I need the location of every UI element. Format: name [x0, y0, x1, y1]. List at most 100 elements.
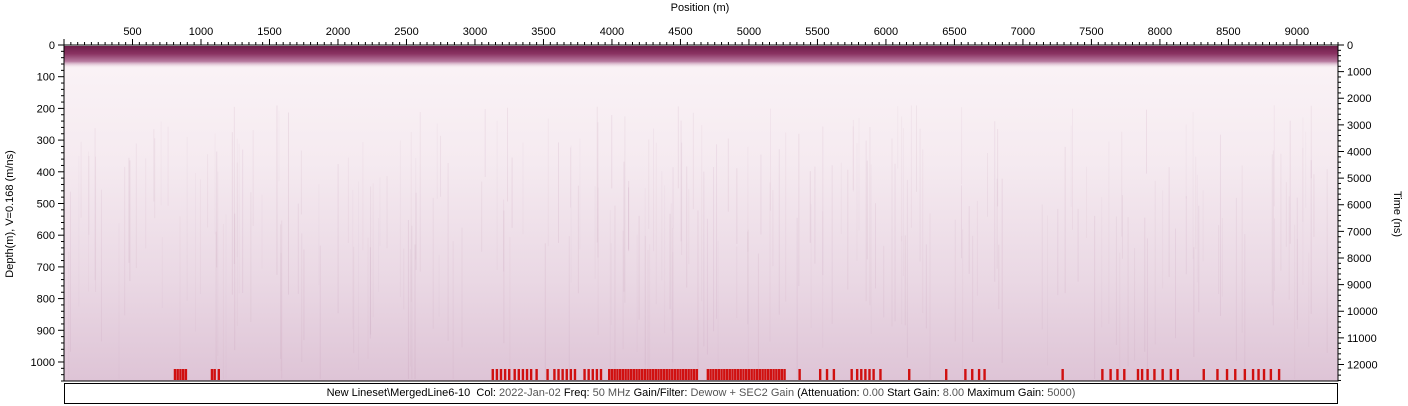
marker-tick — [1202, 369, 1205, 380]
marker-tick — [569, 369, 573, 380]
marker-tick — [643, 369, 647, 380]
marker-row — [173, 369, 1281, 380]
x-tick-label: 7500 — [1079, 26, 1103, 38]
marker-tick — [638, 369, 641, 380]
marker-tick — [635, 369, 638, 380]
marker-tick — [1176, 369, 1179, 380]
marker-tick — [728, 369, 731, 380]
marker-tick — [1269, 369, 1273, 380]
marker-tick — [616, 369, 619, 380]
time-tick-label: 9000 — [1347, 280, 1371, 292]
depth-tick-label: 900 — [37, 325, 55, 337]
marker-tick — [1101, 369, 1104, 380]
marker-tick — [608, 369, 611, 380]
time-tick-label: 11000 — [1347, 333, 1377, 345]
marker-tick — [684, 369, 688, 380]
marker-tick — [825, 369, 829, 380]
marker-tick — [640, 369, 644, 380]
start-gain-label: Start Gain: — [887, 387, 940, 399]
marker-tick — [714, 369, 718, 380]
marker-tick — [1146, 369, 1149, 380]
x-tick-label: 9000 — [1285, 26, 1309, 38]
marker-tick — [868, 369, 871, 380]
line-name: New Lineset\MergedLine6-10 — [326, 387, 471, 399]
marker-tick — [517, 369, 521, 380]
plot-background — [64, 45, 1338, 381]
x-tick-label: 500 — [123, 26, 141, 38]
marker-tick — [529, 369, 533, 380]
marker-tick — [676, 369, 679, 380]
marker-tick — [690, 369, 693, 380]
marker-tick — [557, 369, 560, 380]
depth-tick-label: 1000 — [31, 357, 55, 369]
marker-tick — [553, 369, 556, 380]
marker-tick — [627, 369, 630, 380]
freq-label: Freq: — [563, 387, 590, 399]
marker-tick — [681, 369, 685, 380]
marker-tick — [573, 369, 577, 380]
marker-tick — [657, 369, 660, 380]
marker-tick — [747, 369, 751, 380]
marker-tick — [673, 369, 677, 380]
marker-tick — [525, 369, 529, 380]
x-tick-label: 8500 — [1216, 26, 1240, 38]
marker-tick — [679, 369, 682, 380]
time-tick-label: 1000 — [1347, 67, 1371, 79]
marker-tick — [983, 369, 986, 380]
marker-tick — [1140, 369, 1144, 380]
x-tick-label: 4500 — [668, 26, 692, 38]
marker-tick — [717, 369, 721, 380]
marker-tick — [1061, 369, 1064, 380]
marker-tick — [879, 369, 882, 380]
depth-tick-label: 0 — [49, 40, 55, 52]
marker-tick — [1169, 369, 1173, 380]
start-gain-value: 8.00 — [942, 387, 965, 399]
marker-tick — [173, 369, 177, 380]
time-tick-label: 8000 — [1347, 253, 1371, 265]
marker-tick — [832, 369, 836, 380]
marker-tick — [772, 369, 775, 380]
marker-tick — [513, 369, 516, 380]
marker-tick — [798, 369, 801, 380]
marker-tick — [621, 369, 625, 380]
marker-tick — [1262, 369, 1266, 380]
marker-tick — [745, 369, 748, 380]
time-tick-label: 3000 — [1347, 120, 1371, 132]
x-tick-label: 1500 — [257, 26, 281, 38]
time-axis-ticks: 0 1000 2000 3000 4000 5000 6000 7000 8000 9000 100… — [1338, 40, 1378, 381]
marker-tick — [613, 369, 616, 380]
marker-tick — [1225, 369, 1229, 380]
marker-tick — [780, 369, 784, 380]
marker-tick — [755, 369, 759, 380]
surface-reflection-band — [64, 46, 1338, 68]
marker-tick — [662, 369, 666, 380]
depth-tick-label: 700 — [37, 262, 55, 274]
x-tick-label: 5500 — [805, 26, 829, 38]
marker-tick — [908, 369, 911, 380]
marker-tick — [184, 369, 188, 380]
marker-tick — [864, 369, 867, 380]
marker-tick — [632, 369, 636, 380]
marker-tick — [521, 369, 525, 380]
depth-tick-label: 600 — [37, 230, 55, 242]
marker-tick — [624, 369, 627, 380]
depth-tick-label: 500 — [37, 198, 55, 210]
marker-tick — [709, 369, 712, 380]
x-tick-label: 5000 — [737, 26, 761, 38]
marker-tick — [181, 369, 185, 380]
marker-tick — [712, 369, 715, 380]
time-tick-label: 7000 — [1347, 226, 1371, 238]
marker-tick — [872, 369, 875, 380]
marker-tick — [503, 369, 507, 380]
attenuation-value: 0.00 — [862, 387, 884, 399]
depth-axis-label: Depth(m), V=0.168 (m/ns) — [4, 150, 16, 277]
gain-label: Gain/Filter: — [633, 387, 688, 399]
max-gain-value: 5000) — [1047, 387, 1076, 399]
marker-tick — [583, 369, 586, 380]
marker-tick — [1243, 369, 1247, 380]
marker-tick — [971, 369, 974, 380]
x-tick-label: 3000 — [463, 26, 487, 38]
x-tick-label: 7000 — [1011, 26, 1035, 38]
marker-tick — [720, 369, 723, 380]
col-value: 2022-Jan-02 — [499, 387, 561, 399]
